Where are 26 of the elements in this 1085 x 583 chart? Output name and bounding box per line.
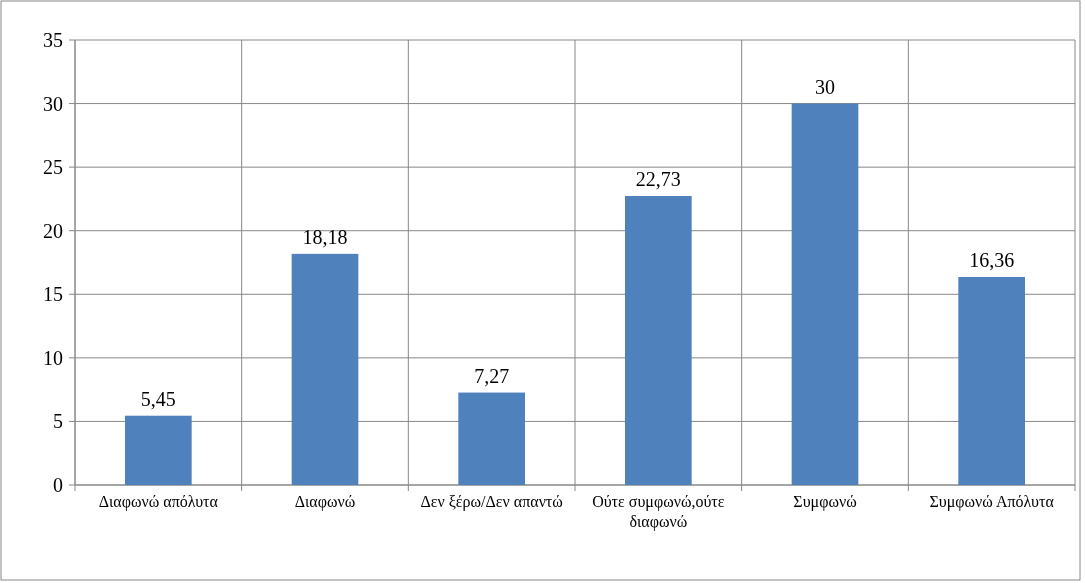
x-tick-label: Ούτε συμφωνώ,ούτε διαφωνώ [592,493,725,531]
data-label: 30 [815,75,835,98]
x-tick-label: Συμφωνώ [793,493,857,511]
y-tick-label: 15 [43,283,63,306]
y-tick-label: 0 [53,474,63,496]
bar [458,392,525,485]
data-label: 7,27 [474,364,510,387]
data-label: 18,18 [302,225,348,248]
data-label: 22,73 [635,168,681,190]
data-label: 5,45 [140,387,176,410]
x-tick-label: Συμφωνώ Απόλυτα [929,493,1055,511]
data-label: 16,36 [969,248,1015,271]
bar [291,253,359,485]
y-tick-label: 35 [43,29,63,51]
y-tick-label: 20 [43,219,63,242]
bar [625,196,692,485]
bar [958,276,1025,485]
y-tick-label: 10 [43,346,63,369]
bar [791,103,859,485]
x-tick-label: Διαφωνώ [294,493,356,511]
x-tick-label: Δεν ξέρω/Δεν απαντώ [420,493,563,511]
y-tick-label: 5 [53,410,63,433]
bar [125,415,192,485]
y-tick-label: 30 [43,92,63,115]
x-tick-label: Διαφωνώ απόλυτα [98,493,219,511]
y-tick-label: 25 [43,156,63,179]
